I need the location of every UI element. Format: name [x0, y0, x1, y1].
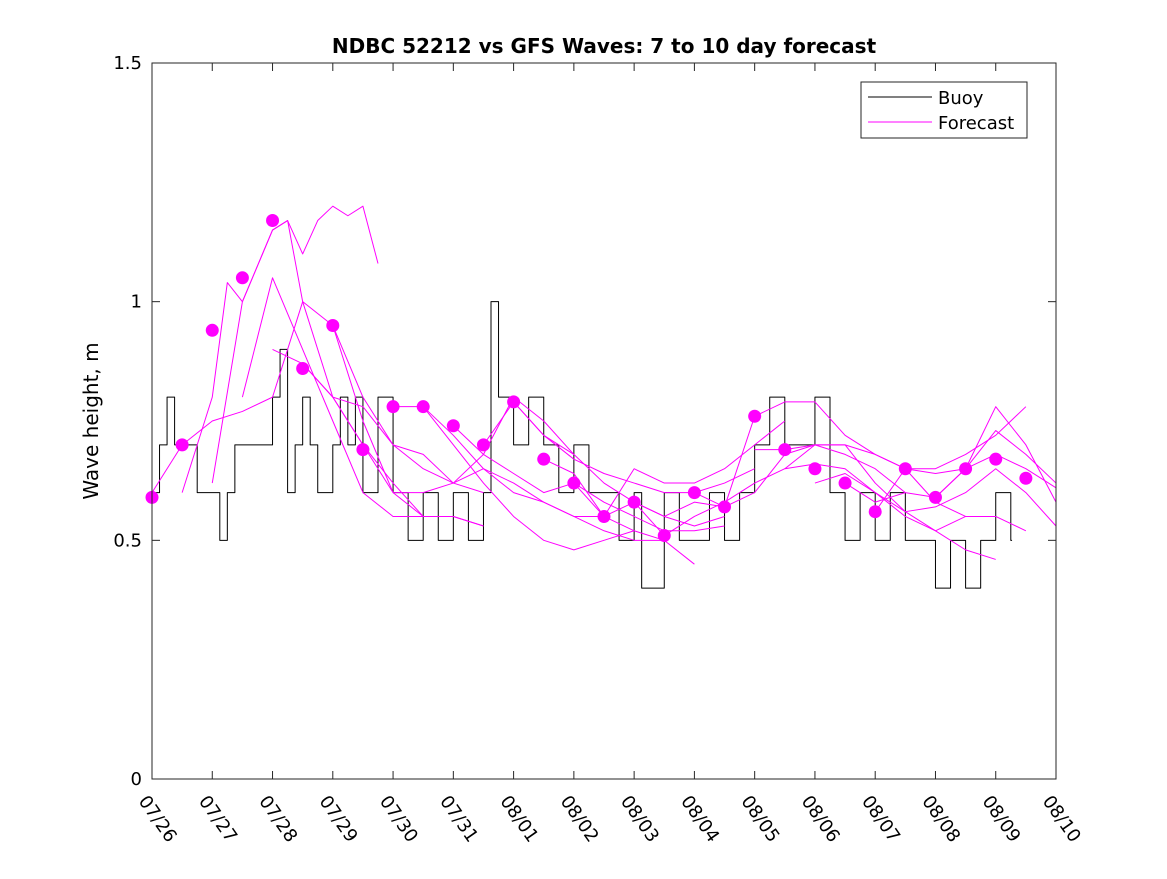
- forecast-series-line-19: [814, 468, 1057, 527]
- forecast-marker-16: [627, 495, 641, 509]
- forecast-marker-13: [537, 452, 551, 466]
- y-tick-label-3: 1.5: [113, 53, 142, 74]
- forecast-marker-21: [778, 443, 792, 457]
- forecast-series-line-9: [422, 406, 665, 541]
- legend-box: [860, 81, 1028, 139]
- forecast-marker-22: [808, 462, 822, 476]
- forecast-marker-15: [597, 509, 611, 523]
- chart-title: NDBC 52212 vs GFS Waves: 7 to 10 day for…: [332, 34, 877, 58]
- forecast-marker-7: [356, 443, 370, 457]
- legend-label-forecast: Forecast: [938, 113, 1014, 134]
- legend: Buoy Forecast: [860, 81, 1028, 139]
- forecast-marker-11: [476, 438, 490, 452]
- series-layer: [151, 205, 1057, 589]
- forecast-marker-2: [205, 323, 219, 337]
- forecast-marker-12: [507, 395, 521, 409]
- forecast-marker-28: [989, 452, 1003, 466]
- forecast-series-line-18: [784, 444, 1057, 489]
- forecast-series-line-15: [633, 463, 966, 537]
- forecast-marker-8: [386, 400, 400, 414]
- forecast-marker-4: [266, 214, 280, 228]
- forecast-series-line-6: [302, 363, 484, 527]
- forecast-marker-10: [446, 419, 460, 433]
- forecast-series-line-16: [694, 401, 1027, 532]
- forecast-series-line-22: [935, 406, 1057, 503]
- forecast-marker-18: [687, 486, 701, 500]
- forecast-marker-5: [296, 361, 310, 375]
- forecast-series-line-13: [543, 420, 786, 517]
- y-tick-label-0: 0: [131, 769, 142, 790]
- plot-frame: [151, 62, 1057, 780]
- forecast-series-line-12: [513, 401, 755, 494]
- y-axis-label: Wave height, m: [79, 342, 103, 499]
- forecast-marker-17: [657, 529, 671, 543]
- forecast-marker-27: [959, 462, 973, 476]
- forecast-marker-9: [416, 400, 430, 414]
- forecast-marker-23: [838, 476, 852, 490]
- forecast-series-line-4: [241, 277, 454, 517]
- forecast-series-line-10: [452, 425, 725, 532]
- y-axis: 0 0.5 1 1.5: [113, 53, 1056, 790]
- forecast-marker-3: [235, 271, 249, 285]
- forecast-marker-14: [567, 476, 581, 490]
- forecast-marker-6: [326, 319, 340, 333]
- y-tick-label-2: 1: [131, 292, 142, 313]
- forecast-marker-24: [868, 505, 882, 519]
- y-tick-label-1: 0.5: [113, 530, 142, 551]
- forecast-marker-20: [748, 409, 762, 423]
- forecast-series-line-8: [393, 406, 695, 565]
- forecast-marker-19: [718, 500, 732, 514]
- marker-layer: [145, 214, 1033, 543]
- forecast-marker-26: [928, 490, 942, 504]
- forecast-series-line-2: [181, 205, 379, 493]
- forecast-marker-1: [175, 438, 189, 452]
- legend-label-buoy: Buoy: [938, 88, 984, 109]
- forecast-marker-29: [1019, 471, 1033, 485]
- forecast-marker-25: [898, 462, 912, 476]
- forecast-series-line-17: [754, 444, 996, 560]
- buoy-series-line: [152, 301, 1013, 589]
